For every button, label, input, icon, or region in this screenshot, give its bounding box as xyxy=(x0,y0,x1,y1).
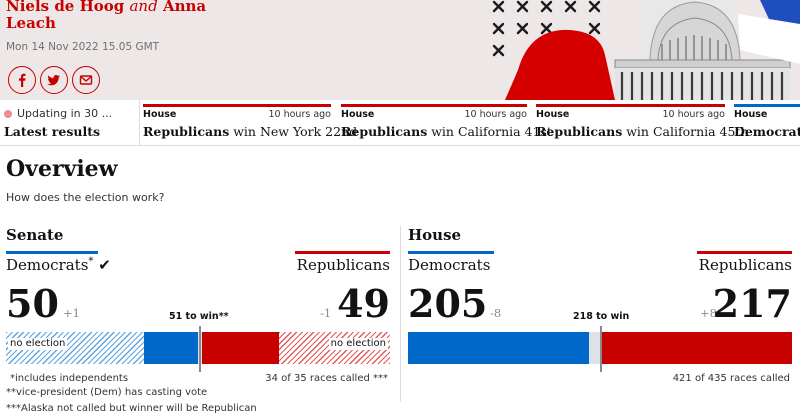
ticker-text: win California 45th xyxy=(622,124,749,139)
majority-check-icon: ✔ xyxy=(98,256,111,274)
house-dem-segment xyxy=(408,332,589,364)
panel-divider xyxy=(400,226,401,402)
publish-timestamp: Mon 14 Nov 2022 15.05 GMT xyxy=(6,41,160,53)
latest-results-ticker: Updating in 30 ... Latest results House … xyxy=(0,100,800,146)
senate-rep-label: Republicans xyxy=(296,256,390,274)
ticker-time: 10 hours ago xyxy=(662,109,725,120)
rep-rule xyxy=(697,251,792,254)
share-email-button[interactable] xyxy=(72,66,100,94)
latest-results-label: Latest results xyxy=(4,124,101,139)
senate-seat-bar xyxy=(6,332,390,364)
ticker-headline: Republicans win New York 22nd xyxy=(143,124,357,139)
house-majority-marker xyxy=(600,326,602,372)
house-rep-change: +8 xyxy=(700,306,717,320)
how-election-works-link[interactable]: How does the election work? xyxy=(6,191,165,204)
ticker-time: 10 hours ago xyxy=(268,109,331,120)
senate-footnote-2: **vice-president (Dem) has casting vote xyxy=(6,387,208,398)
author-link-surname[interactable]: Leach xyxy=(6,14,56,32)
senate-footnote-1: *includes independents xyxy=(10,373,129,384)
senate-dem-change: +1 xyxy=(63,306,80,320)
update-status-text: Updating in 30 ... xyxy=(17,107,113,120)
ticker-category: House xyxy=(143,109,177,120)
twitter-icon xyxy=(47,75,60,86)
senate-dem-seats: 50 xyxy=(6,281,59,326)
dem-asterisk: * xyxy=(88,256,94,267)
share-facebook-button[interactable] xyxy=(8,66,36,94)
house-dem-seats: 205 xyxy=(408,281,488,326)
house-panel: House Democrats Republicans 205 -8 218 t… xyxy=(408,226,794,416)
ticker-item[interactable]: House 10 hours ago Republicans win New Y… xyxy=(143,104,357,144)
house-dem-label: Democrats xyxy=(408,256,491,274)
senate-title: Senate xyxy=(6,226,64,244)
capitol-dome-graphic xyxy=(614,0,791,100)
ticker-item[interactable]: House Democrats xyxy=(734,104,800,144)
byline-and: and xyxy=(129,0,158,15)
email-icon xyxy=(79,75,93,85)
ticker-time: 10 hours ago xyxy=(464,109,527,120)
senate-rep-seats: 49 xyxy=(337,281,390,326)
ticker-status: Updating in 30 ... Latest results xyxy=(0,100,140,145)
senate-races-called: 34 of 35 races called *** xyxy=(265,373,388,384)
house-dem-change: -8 xyxy=(490,306,502,320)
red-shape-graphic xyxy=(505,29,615,100)
party-rule xyxy=(341,104,527,107)
article-header: Niels de Hoog and Anna Leach Mon 14 Nov … xyxy=(0,0,800,100)
ticker-party: Republicans xyxy=(536,124,623,139)
senate-majority-marker xyxy=(199,326,201,372)
ticker-item[interactable]: House 10 hours ago Republicans win Calif… xyxy=(536,104,749,144)
senate-rep-no-election-label: no election xyxy=(328,338,388,350)
senate-dem-no-election-label: no election xyxy=(8,338,68,350)
overview-title: Overview xyxy=(6,156,118,182)
facebook-icon xyxy=(19,73,26,87)
byline: Niels de Hoog and Anna Leach xyxy=(6,0,206,32)
party-rule xyxy=(734,104,800,107)
ticker-headline: Republicans win California 45th xyxy=(536,124,749,139)
senate-rep-change: -1 xyxy=(320,306,332,320)
ticker-party: Republicans xyxy=(341,124,428,139)
ticker-category: House xyxy=(734,109,768,120)
rep-rule xyxy=(295,251,390,254)
senate-dem-label: Democrats* ✔ xyxy=(6,256,111,274)
update-status: Updating in 30 ... xyxy=(4,107,112,120)
dem-rule xyxy=(6,251,98,254)
house-seat-bar xyxy=(408,332,792,364)
house-uncalled-segment xyxy=(588,332,601,364)
capitol-illustration xyxy=(492,0,800,100)
senate-rep-won-segment xyxy=(201,332,279,364)
senate-dem-won-segment xyxy=(144,332,198,364)
house-rep-label: Republicans xyxy=(698,256,792,274)
author-link[interactable]: Anna xyxy=(162,0,207,15)
ticker-party: Republicans xyxy=(143,124,230,139)
ticker-category: House xyxy=(536,109,570,120)
house-rep-segment xyxy=(600,332,792,364)
house-to-win: 218 to win xyxy=(573,311,630,322)
ticker-text: win California 41st xyxy=(427,124,552,139)
share-twitter-button[interactable] xyxy=(40,66,68,94)
senate-panel: Senate Democrats* ✔ Republicans 50 +1 51… xyxy=(6,226,392,416)
author-link[interactable]: Niels de Hoog xyxy=(6,0,125,15)
senate-to-win: 51 to win** xyxy=(169,311,229,322)
ticker-category: House xyxy=(341,109,375,120)
live-dot-icon xyxy=(4,109,12,118)
house-title: House xyxy=(408,226,462,244)
house-rep-seats: 217 xyxy=(712,281,792,326)
party-rule xyxy=(536,104,725,107)
ticker-party: Democrats xyxy=(734,124,800,139)
senate-footnote-3: ***Alaska not called but winner will be … xyxy=(6,403,257,414)
house-races-called: 421 of 435 races called xyxy=(672,373,790,384)
ticker-headline: Democrats xyxy=(734,124,800,139)
ticker-headline: Republicans win California 41st xyxy=(341,124,552,139)
ticker-text: win New York 22nd xyxy=(229,124,358,139)
ticker-item[interactable]: House 10 hours ago Republicans win Calif… xyxy=(341,104,552,144)
party-rule xyxy=(143,104,331,107)
dem-rule xyxy=(408,251,494,254)
